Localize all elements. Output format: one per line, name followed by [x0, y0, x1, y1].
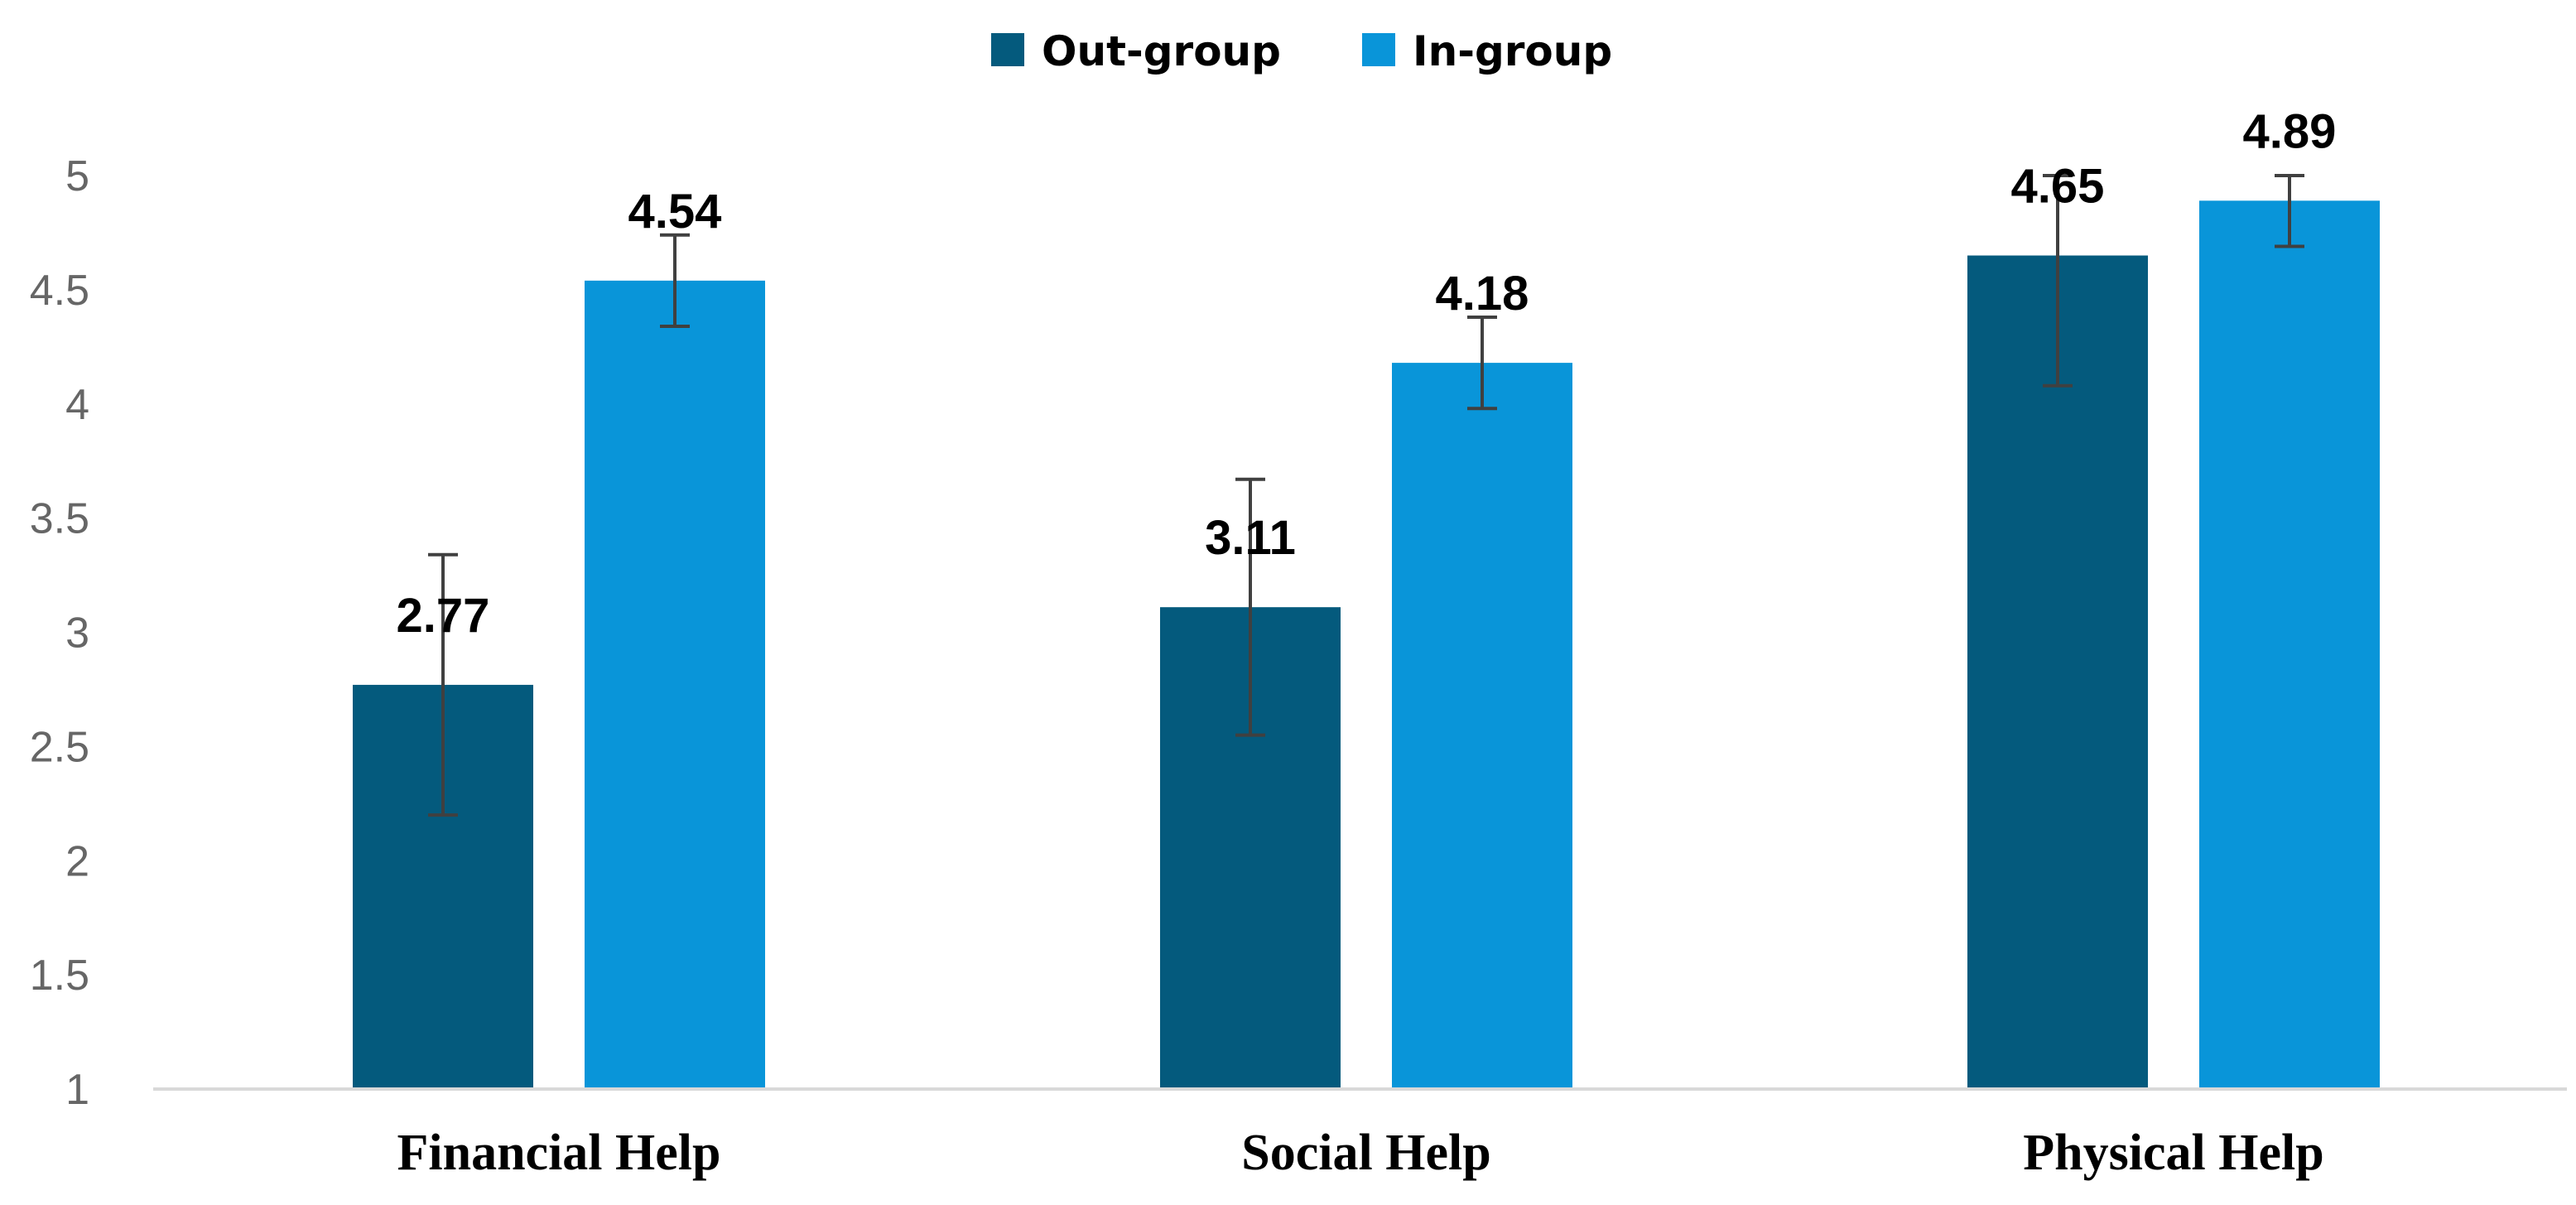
data-label: 4.65	[2011, 160, 2105, 214]
value-labels: 2.77 3.11 4.65 4.54 4.18 4.89	[397, 104, 2337, 643]
y-tick-label: 3	[65, 610, 89, 658]
bar-out-group-3	[1967, 255, 2148, 1089]
data-label: 2.77	[397, 589, 490, 643]
y-tick-label: 2	[65, 837, 89, 885]
error-bar	[1467, 315, 1497, 411]
data-label: 4.18	[1436, 267, 1529, 321]
bar-in-group-1	[585, 280, 765, 1090]
error-bars	[428, 174, 2304, 817]
legend-label-in-group: In-group	[1413, 27, 1612, 75]
bars	[353, 200, 2380, 1090]
bar-in-group-2	[1392, 363, 1572, 1089]
error-bar	[1235, 477, 1265, 737]
legend-swatch-out-group	[991, 33, 1024, 66]
y-tick-label: 4.5	[30, 267, 89, 315]
error-bar	[660, 233, 690, 328]
y-tick-label: 4	[65, 381, 89, 429]
x-tick-label: Financial Help	[397, 1125, 721, 1181]
y-tick-label: 1	[65, 1066, 89, 1114]
y-axis: 1 1.5 2 2.5 3 3.5 4 4.5 5	[30, 152, 89, 1114]
y-tick-label: 3.5	[30, 495, 89, 543]
y-tick-label: 1.5	[30, 952, 89, 1000]
x-tick-label: Physical Help	[2023, 1125, 2323, 1181]
legend-label-out-group: Out-group	[1042, 27, 1281, 75]
y-tick-label: 2.5	[30, 723, 89, 771]
bar-in-group-3	[2199, 200, 2380, 1089]
y-tick-label: 5	[65, 152, 89, 200]
error-bar	[2275, 174, 2304, 248]
x-axis: Financial Help Social Help Physical Help	[397, 1125, 2324, 1181]
error-bar	[428, 552, 458, 817]
legend-swatch-in-group	[1362, 33, 1395, 66]
error-bar	[2043, 174, 2073, 388]
data-label: 4.89	[2243, 104, 2337, 158]
data-label: 4.54	[628, 185, 722, 239]
data-label: 3.11	[1205, 511, 1296, 565]
x-tick-label: Social Help	[1241, 1125, 1490, 1181]
legend: Out-group In-group	[991, 27, 1612, 75]
